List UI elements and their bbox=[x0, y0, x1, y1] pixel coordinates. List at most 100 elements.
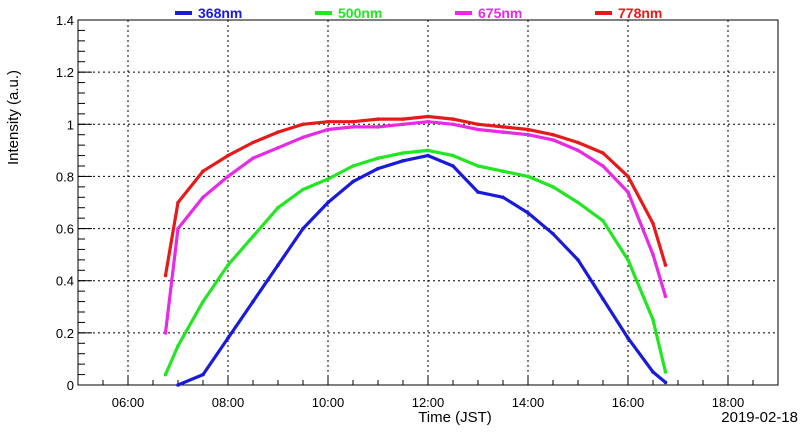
data-point bbox=[501, 195, 505, 200]
data-point bbox=[651, 221, 655, 226]
data-point bbox=[476, 164, 480, 168]
x-tick-label: 06:00 bbox=[112, 395, 145, 410]
data-point bbox=[651, 318, 655, 322]
data-point bbox=[551, 138, 555, 142]
data-point bbox=[526, 174, 530, 179]
x-tick-label: 12:00 bbox=[412, 395, 445, 410]
y-axis-title: Intensity (a.u.) bbox=[5, 70, 22, 165]
data-point bbox=[226, 336, 230, 340]
x-tick-label: 18:00 bbox=[712, 395, 745, 410]
data-point bbox=[476, 127, 480, 132]
data-point bbox=[651, 370, 655, 374]
data-point bbox=[326, 200, 330, 205]
data-point bbox=[326, 177, 330, 181]
y-tick-label: 1.2 bbox=[56, 65, 74, 80]
data-point bbox=[301, 187, 305, 192]
data-point bbox=[601, 164, 605, 168]
legend-label: 500nm bbox=[338, 5, 382, 21]
x-tick-label: 16:00 bbox=[612, 395, 645, 410]
data-point bbox=[326, 119, 330, 124]
data-point bbox=[351, 125, 355, 129]
data-point bbox=[251, 156, 255, 160]
data-point bbox=[551, 232, 555, 236]
data-point bbox=[526, 211, 530, 215]
data-point bbox=[401, 117, 405, 121]
data-point bbox=[301, 226, 305, 231]
data-point bbox=[626, 336, 630, 340]
data-point bbox=[501, 130, 505, 134]
series-line bbox=[163, 148, 668, 377]
series-line bbox=[176, 154, 668, 387]
data-point bbox=[176, 200, 180, 205]
data-point bbox=[176, 344, 180, 348]
data-point bbox=[163, 372, 168, 377]
data-point bbox=[551, 132, 555, 137]
series-line bbox=[163, 114, 668, 278]
data-point bbox=[576, 148, 580, 153]
date-label: 2019-02-18 bbox=[721, 409, 798, 426]
data-point bbox=[163, 273, 168, 278]
data-point bbox=[351, 164, 355, 168]
data-point bbox=[663, 380, 668, 385]
data-point bbox=[576, 140, 580, 145]
data-point bbox=[426, 114, 430, 119]
data-point bbox=[426, 119, 430, 124]
data-point bbox=[351, 179, 355, 184]
data-point bbox=[251, 234, 255, 239]
data-point bbox=[226, 174, 230, 179]
data-point bbox=[526, 132, 530, 137]
y-tick-label: 0 bbox=[67, 378, 74, 393]
legend-label: 675nm bbox=[478, 5, 522, 21]
y-tick-label: 0.2 bbox=[56, 326, 74, 341]
axis-ticks: 06:00 08:00 10:00 12:00 14:00 16:00 18:00 0 0.2 0… bbox=[56, 13, 779, 410]
data-point bbox=[526, 127, 530, 132]
data-point bbox=[401, 122, 405, 127]
legend-label: 778nm bbox=[618, 5, 662, 21]
data-point bbox=[663, 263, 668, 267]
data-point bbox=[301, 135, 305, 140]
data-point bbox=[163, 331, 168, 335]
data-point bbox=[601, 297, 605, 301]
x-tick-label: 10:00 bbox=[312, 395, 345, 410]
x-axis-title: Time (JST) bbox=[418, 409, 492, 426]
y-tick-label: 0.6 bbox=[56, 222, 74, 237]
legend: 368nm 500nm 675nm 778nm bbox=[175, 5, 662, 21]
data-point bbox=[451, 122, 455, 127]
data-point bbox=[251, 140, 255, 145]
data-point bbox=[451, 153, 455, 158]
data-point bbox=[426, 148, 430, 153]
data-point bbox=[301, 122, 305, 127]
data-point bbox=[576, 258, 580, 262]
data-point bbox=[551, 185, 555, 189]
data-point bbox=[376, 117, 380, 121]
data-point bbox=[276, 263, 280, 267]
data-point bbox=[351, 119, 355, 124]
data-point bbox=[376, 166, 380, 171]
data-point bbox=[651, 252, 655, 257]
data-point bbox=[376, 125, 380, 129]
legend-label: 368nm bbox=[198, 5, 242, 21]
data-point bbox=[626, 190, 630, 194]
y-tick-label: 1 bbox=[67, 117, 74, 132]
data-point bbox=[663, 294, 668, 299]
data-point bbox=[376, 156, 380, 160]
y-tick-label: 0.4 bbox=[56, 274, 74, 289]
data-point bbox=[401, 151, 405, 155]
data-point bbox=[226, 263, 230, 267]
data-point bbox=[176, 226, 180, 231]
data-point bbox=[276, 205, 280, 210]
data-point bbox=[201, 169, 205, 173]
data-point bbox=[601, 151, 605, 155]
data-point bbox=[501, 125, 505, 129]
series-layer bbox=[163, 114, 668, 387]
data-point bbox=[451, 117, 455, 121]
data-point bbox=[201, 299, 205, 304]
data-point bbox=[226, 153, 230, 158]
grid bbox=[78, 19, 778, 386]
y-tick-label: 1.4 bbox=[56, 13, 74, 28]
data-point bbox=[663, 370, 668, 374]
data-point bbox=[626, 174, 630, 179]
data-point bbox=[626, 258, 630, 262]
data-point bbox=[401, 159, 405, 163]
